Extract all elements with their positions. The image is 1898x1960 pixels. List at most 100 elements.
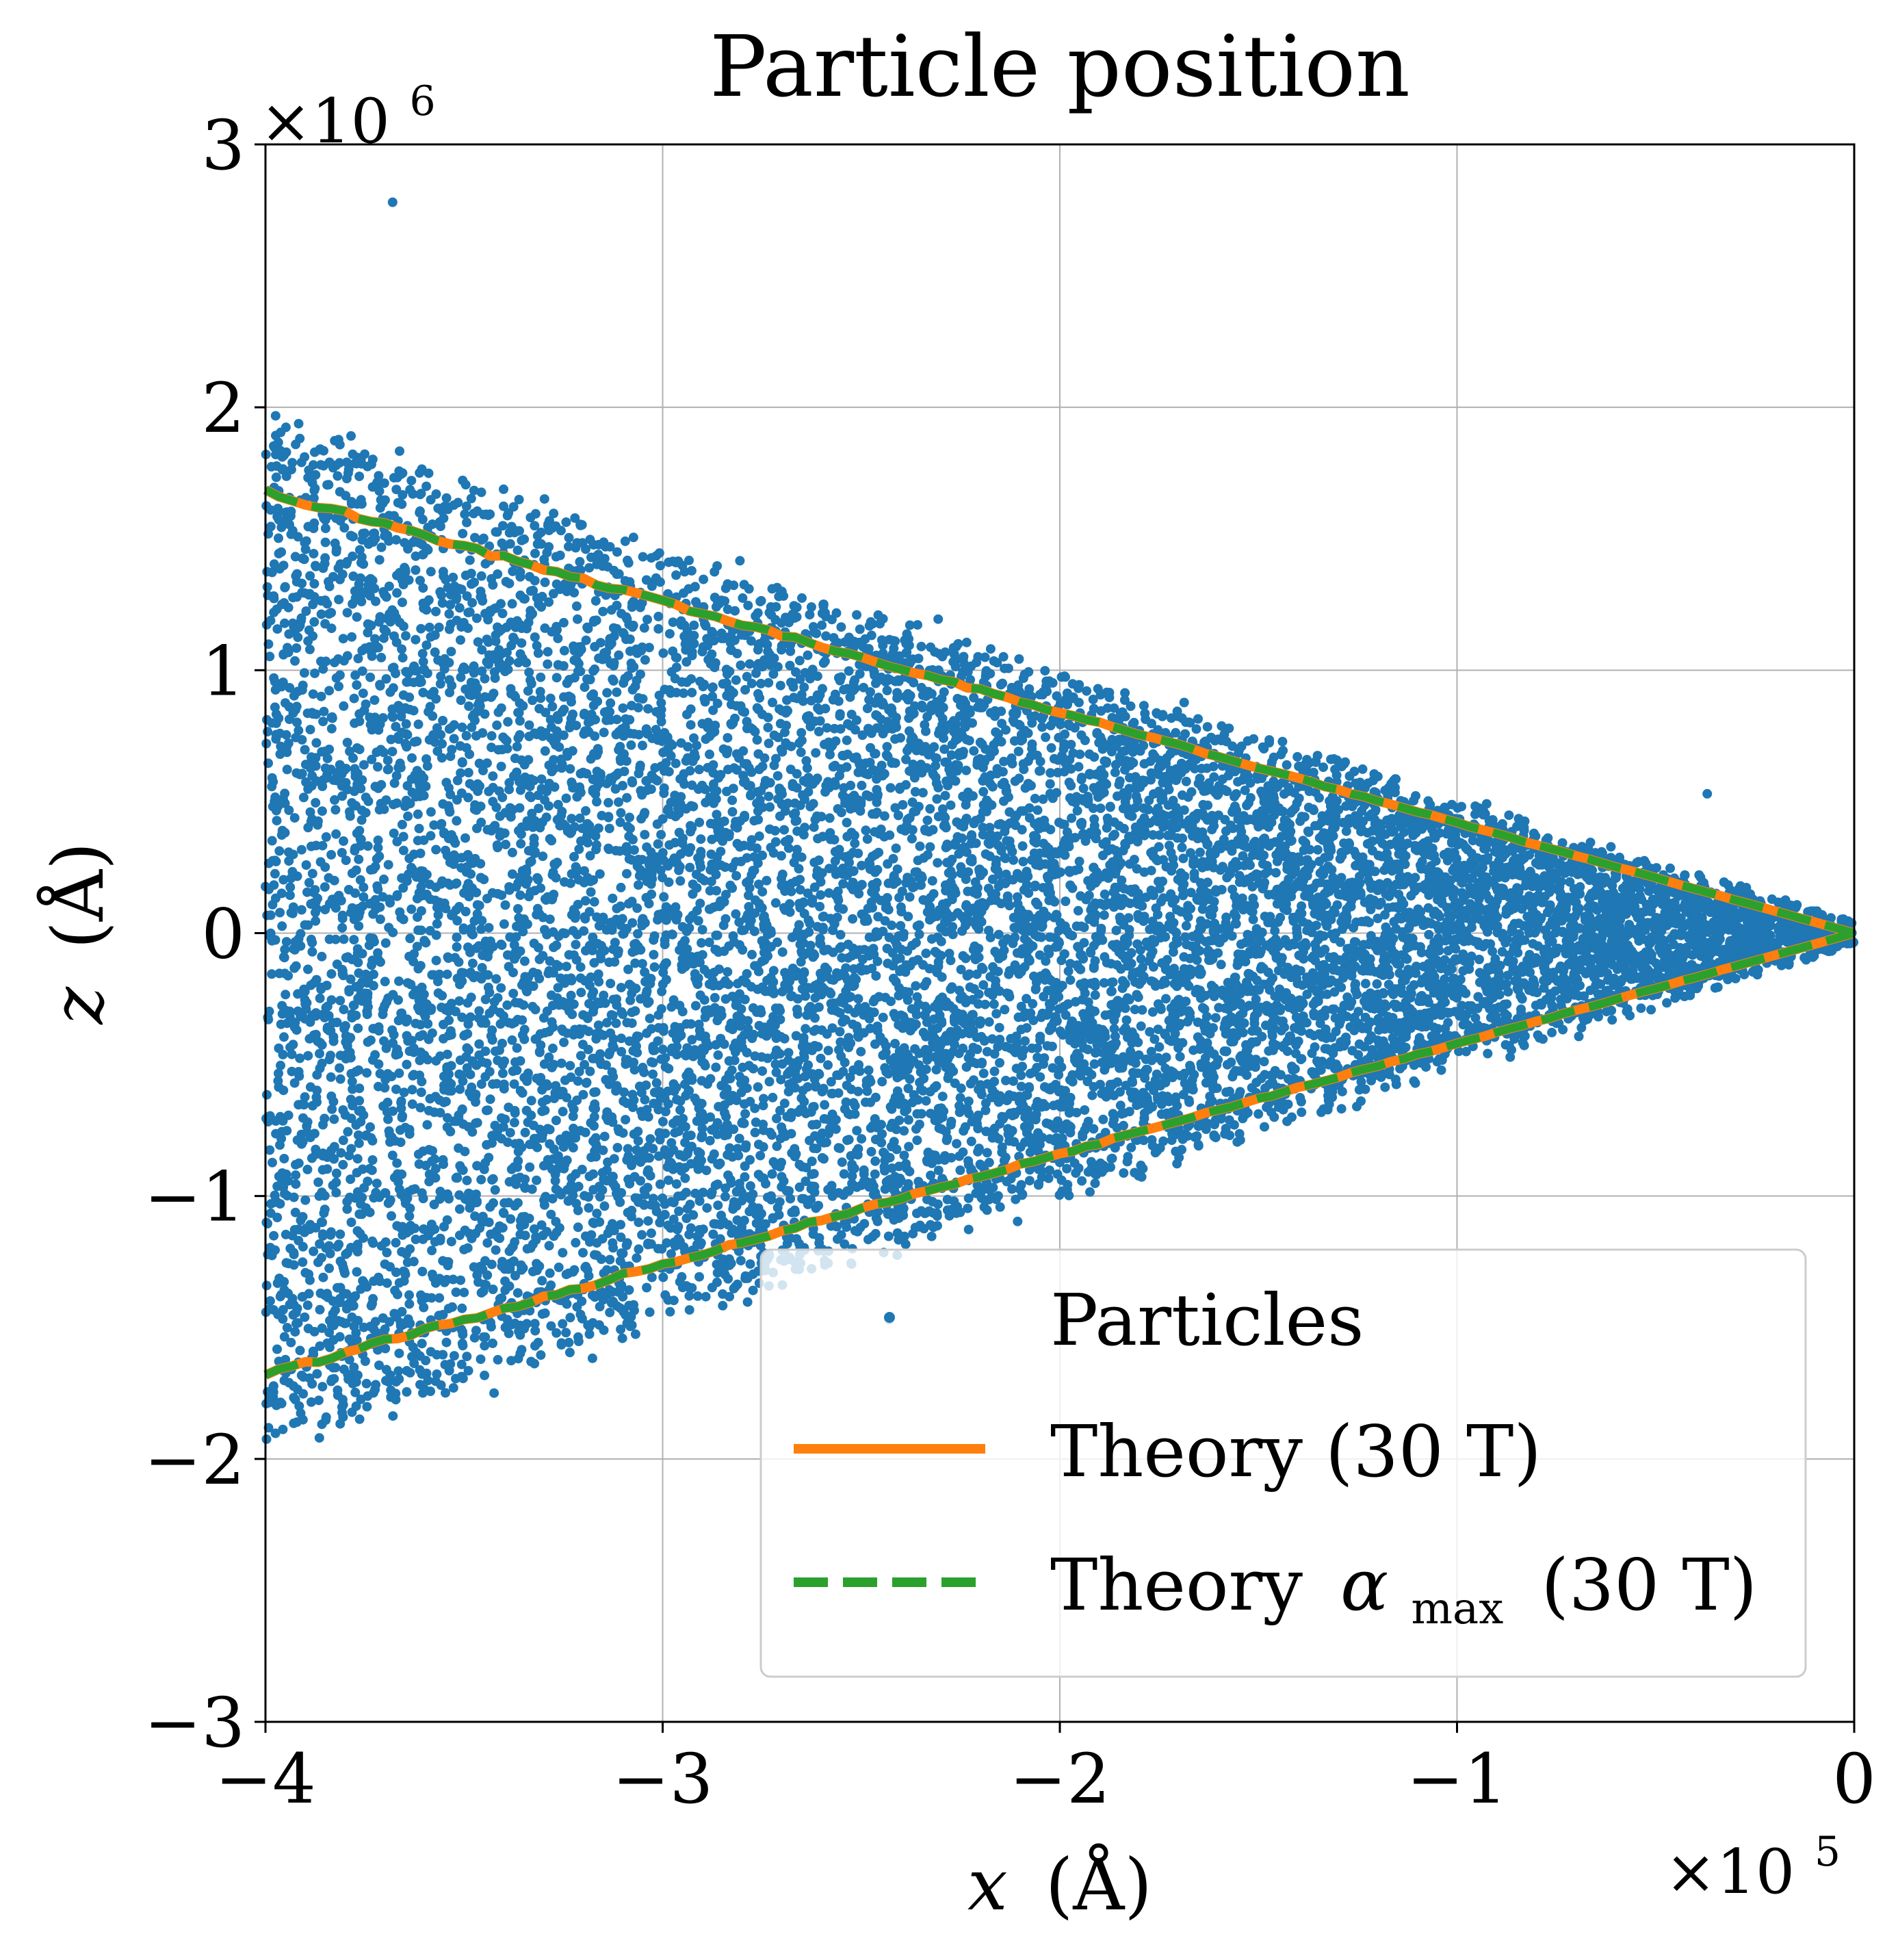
particle-point: [1085, 1187, 1095, 1197]
particle-point: [1292, 751, 1303, 762]
particle-point: [816, 890, 826, 900]
particle-point: [616, 1324, 626, 1334]
particle-point: [353, 1130, 363, 1140]
particle-point: [927, 876, 937, 886]
particle-point: [344, 1354, 354, 1365]
particle-point: [474, 901, 484, 911]
particle-point: [370, 1050, 380, 1060]
particle-point: [536, 774, 547, 784]
particle-point: [398, 597, 407, 608]
particle-point: [605, 1307, 615, 1317]
particle-point: [1106, 1154, 1117, 1164]
particle-point: [742, 1297, 753, 1307]
particle-point: [1064, 777, 1074, 788]
particle-point: [987, 1034, 998, 1044]
particle-point: [765, 802, 775, 812]
particle-point: [383, 860, 393, 870]
particle-point: [921, 1096, 931, 1106]
particle-point: [694, 1272, 704, 1282]
particle-point: [1193, 1141, 1204, 1151]
particle-point: [993, 966, 1003, 977]
particle-point: [713, 1200, 723, 1211]
particle-point: [797, 593, 807, 603]
particle-point: [391, 534, 401, 545]
particle-point: [654, 548, 664, 558]
particle-point: [561, 1328, 571, 1338]
particle-point: [1330, 764, 1340, 775]
particle-point: [684, 584, 694, 594]
particle-point: [674, 827, 684, 838]
particle-point: [304, 625, 314, 635]
particle-point: [694, 817, 705, 827]
particle-point: [271, 472, 281, 482]
particle-point: [609, 1154, 619, 1164]
particle-point: [1074, 856, 1084, 866]
particle-point: [307, 868, 317, 879]
particle-point: [700, 1031, 710, 1042]
particle-point: [1574, 1031, 1584, 1042]
particle-point: [908, 1228, 918, 1239]
particle-point: [912, 1135, 922, 1146]
particle-point: [363, 841, 373, 851]
particle-point: [882, 686, 892, 695]
particle-point: [452, 1173, 463, 1183]
particle-point: [657, 1243, 667, 1254]
particle-point: [658, 648, 668, 658]
particle-point: [519, 1000, 529, 1010]
particle-point: [618, 703, 628, 713]
particle-point: [517, 1015, 528, 1025]
particle-point: [441, 493, 452, 503]
particle-point: [581, 635, 591, 645]
particle-point: [398, 653, 408, 663]
particle-point: [277, 921, 287, 931]
particle-point: [1184, 1097, 1195, 1107]
particle-point: [406, 904, 417, 914]
particle-point: [305, 571, 315, 581]
particle-point: [720, 1191, 730, 1202]
particle-point: [263, 727, 273, 737]
particle-point: [298, 792, 309, 803]
particle-point: [877, 1076, 887, 1087]
particle-point: [1470, 801, 1481, 811]
particle-point: [1161, 994, 1171, 1004]
particle-point: [499, 501, 508, 511]
particle-point: [731, 675, 741, 685]
particle-point: [837, 751, 848, 760]
particle-point: [512, 545, 523, 556]
particle-point: [591, 1152, 601, 1162]
particle-point: [280, 1189, 289, 1199]
particle-point: [690, 1001, 701, 1011]
particle-point: [315, 1304, 325, 1315]
particle-point: [782, 695, 792, 705]
particle-point: [687, 1035, 697, 1045]
particle-point: [1646, 1005, 1656, 1015]
particle-point: [378, 633, 389, 643]
particle-point: [640, 829, 650, 840]
particle-point: [1193, 714, 1203, 724]
particle-point: [1054, 1055, 1064, 1066]
particle-point: [643, 704, 653, 714]
particle-point: [486, 731, 497, 741]
particle-point: [536, 1220, 547, 1230]
particle-point: [452, 932, 462, 942]
particle-point: [861, 1097, 870, 1107]
particle-point: [731, 871, 742, 881]
particle-point: [482, 1270, 493, 1280]
particle-point: [659, 892, 669, 902]
particle-point: [1149, 1034, 1160, 1044]
particle-point: [368, 1238, 378, 1248]
particle-point: [820, 1100, 830, 1110]
particle-point: [504, 784, 515, 795]
particle-point: [718, 1300, 728, 1311]
particle-point: [306, 1397, 316, 1407]
particle-point: [1136, 954, 1146, 964]
particle-point: [342, 738, 352, 747]
particle-point: [705, 1135, 715, 1146]
particle-point: [961, 637, 972, 647]
particle-point: [985, 644, 996, 654]
particle-point: [621, 1115, 631, 1125]
particle-point: [339, 1005, 349, 1015]
particle-point: [811, 1203, 821, 1213]
particle-point: [916, 1109, 926, 1119]
particle-point: [862, 834, 872, 844]
